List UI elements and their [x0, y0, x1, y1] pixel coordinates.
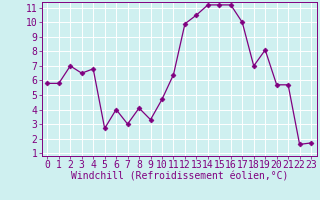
X-axis label: Windchill (Refroidissement éolien,°C): Windchill (Refroidissement éolien,°C)	[70, 172, 288, 182]
